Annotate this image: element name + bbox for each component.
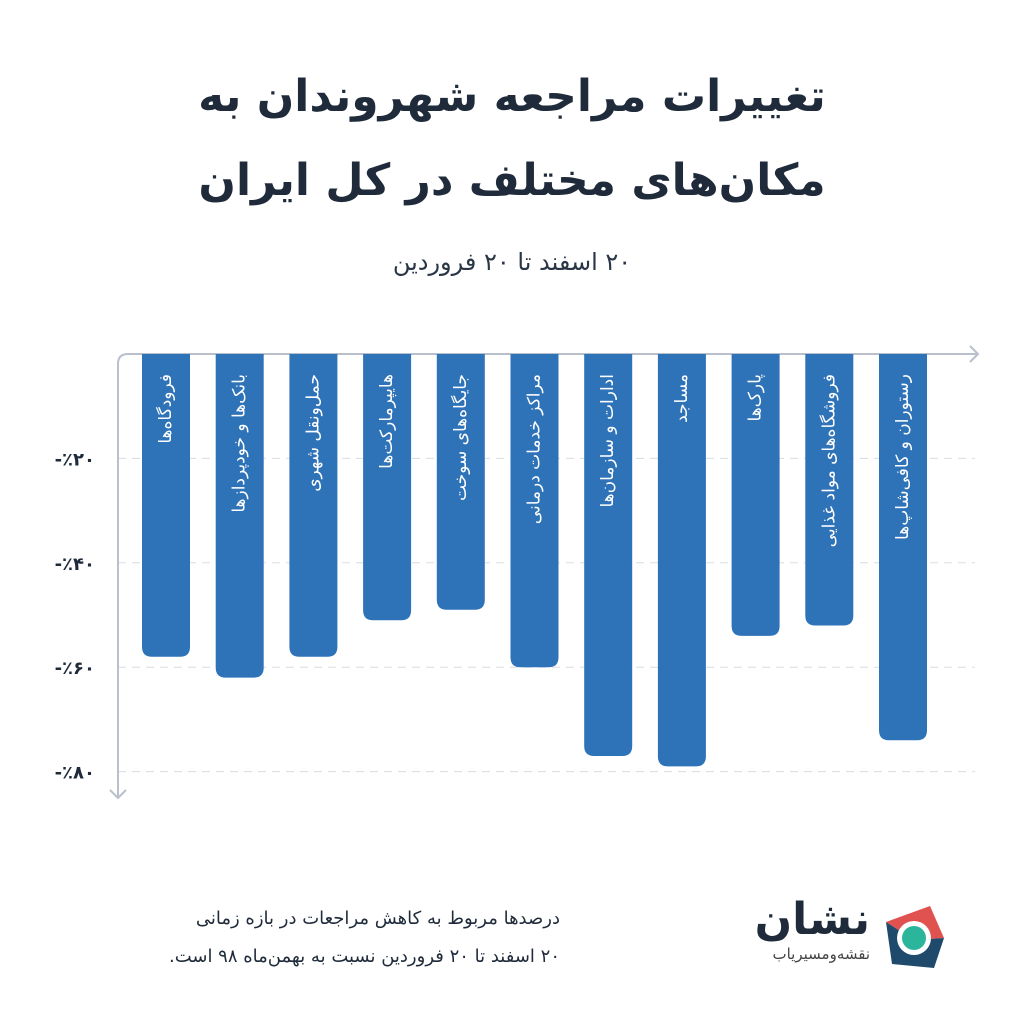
bar	[584, 354, 633, 756]
title-line-1: تغییرات مراجعه شهروندان به	[198, 71, 826, 122]
bar-label: مراکز خدمات درمانی	[525, 374, 545, 524]
bar	[215, 354, 264, 678]
axis-lines	[117, 353, 978, 798]
y-tick-label: -٪۶۰	[55, 658, 95, 679]
bar-label: هایپرمارکت‌ها	[377, 374, 397, 469]
y-tick-label: -٪۸۰	[55, 763, 95, 784]
brand-name: نشان	[754, 894, 870, 945]
bar	[731, 354, 780, 636]
bar-label: حمل‌ونقل شهری	[303, 374, 323, 492]
y-axis-arrow-icon	[109, 789, 127, 800]
x-axis-arrow-icon	[969, 345, 980, 363]
bar-label: مساجد	[672, 374, 692, 423]
bar	[657, 354, 706, 767]
bar	[879, 354, 927, 741]
y-tick-label: -٪۲۰	[55, 449, 95, 470]
bar-label: پارک‌ها	[746, 374, 766, 422]
bar-label: جایگاه‌های سوخت	[450, 374, 471, 501]
bar	[436, 354, 485, 610]
bar	[289, 354, 338, 657]
chart-subtitle: ۲۰ اسفند تا ۲۰ فروردین	[392, 248, 632, 276]
bar-label: بانک‌ها و خودپردازها	[230, 374, 250, 513]
brand: نشان نقشه‌ومسیریاب	[720, 894, 870, 964]
neshan-logo-icon	[886, 906, 944, 968]
chart-title: تغییرات مراجعه شهروندان به مکان‌های مختل…	[0, 55, 1024, 223]
bar-chart: -٪۲۰ -٪۴۰ -٪۶۰ -٪۸۰ فرودگاه‌ها بانک‌ها و خودپ…	[55, 345, 980, 800]
y-tick-label: -٪۴۰	[55, 554, 95, 575]
brand-tagline: نقشه‌ومسیریاب	[772, 945, 870, 963]
bar	[510, 354, 559, 668]
bar	[363, 354, 412, 621]
bar	[805, 354, 854, 626]
title-line-2: مکان‌های مختلف در کل ایران	[198, 155, 826, 206]
footnote: درصدها مربوط به کاهش مراجعات در بازه زما…	[60, 900, 560, 976]
bar-label: فروشگاه‌های مواد غذایی	[818, 374, 839, 547]
bar-label: رستوران و کافی‌شاپ‌ها	[893, 374, 913, 540]
bar-label: ادارات و سازمان‌ها	[598, 374, 618, 508]
footnote-line-2: ۲۰ اسفند تا ۲۰ فروردین نسبت به بهمن‌ماه …	[168, 946, 560, 967]
footnote-line-1: درصدها مربوط به کاهش مراجعات در بازه زما…	[195, 908, 560, 929]
bar	[142, 354, 190, 657]
bar-label: فرودگاه‌ها	[155, 374, 176, 444]
